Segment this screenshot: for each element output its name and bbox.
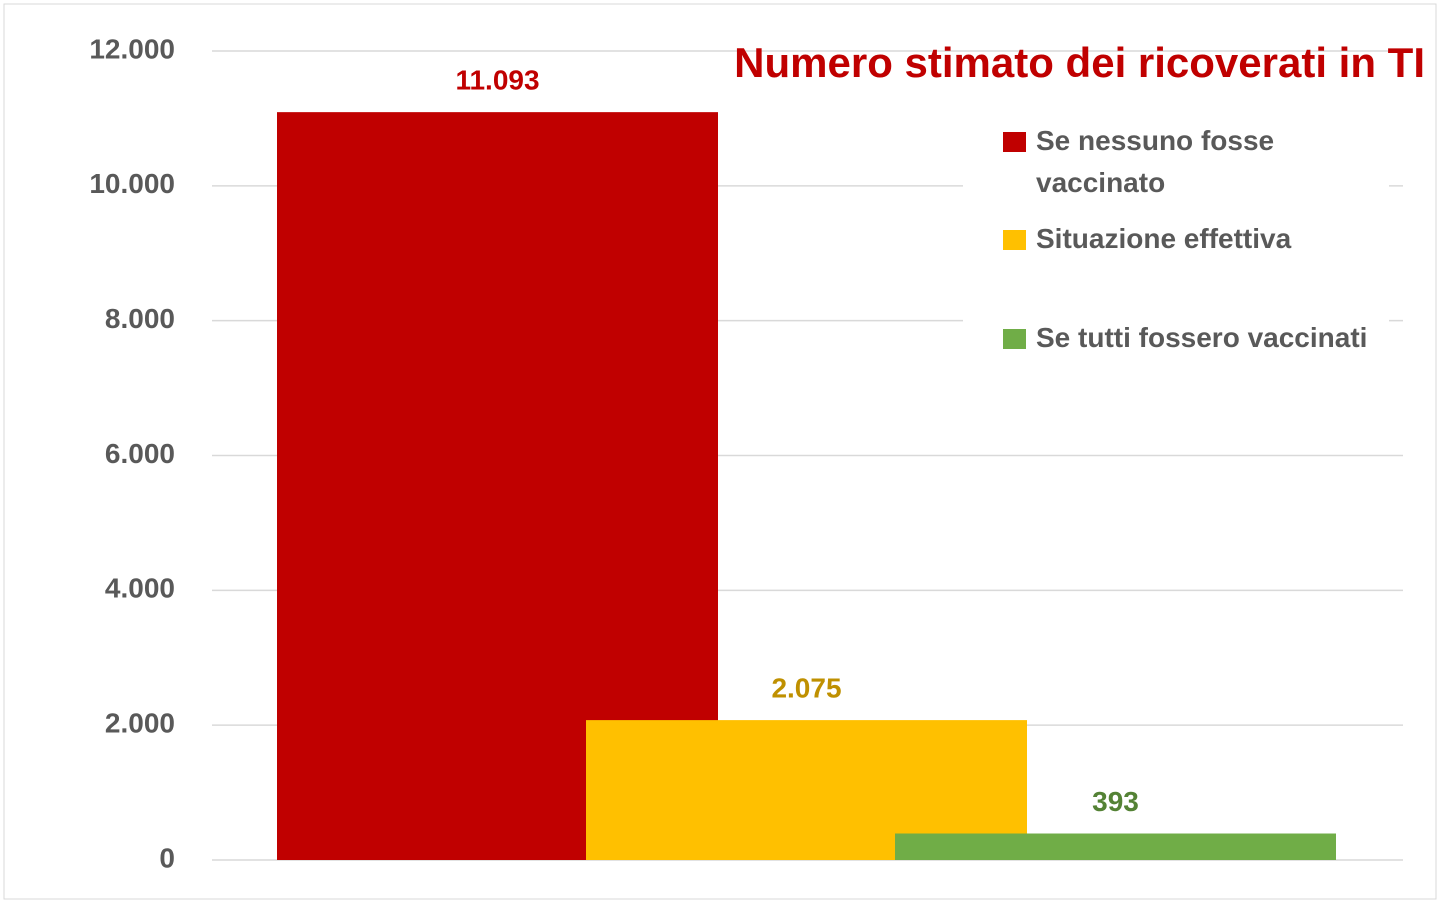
legend-swatch: [1003, 132, 1026, 152]
bar: [895, 833, 1336, 860]
y-tick-label: 12.000: [89, 33, 175, 64]
legend-label: Se nessuno fosse vaccinato: [1036, 125, 1275, 198]
legend-swatch: [1003, 230, 1026, 250]
chart-border: [3, 3, 1437, 900]
plot: [277, 112, 1336, 861]
legend-background: [963, 118, 1389, 408]
y-tick-label: 8.000: [105, 303, 175, 334]
y-tick-label: 10.000: [89, 168, 175, 199]
chart-title: Numero stimato dei ricoverati in TI: [734, 39, 1425, 86]
legend-label: Se tutti fossero vaccinati: [1036, 322, 1368, 353]
legend-item: Situazione effettiva: [1036, 223, 1292, 254]
legend-label: Situazione effettiva: [1036, 223, 1292, 254]
y-tick-label: 6.000: [105, 438, 175, 469]
y-tick-label: 0: [159, 842, 175, 873]
y-tick-label: 2.000: [105, 708, 175, 739]
legend-item: Se tutti fossero vaccinati: [1036, 322, 1368, 353]
y-tick-label: 4.000: [105, 573, 175, 604]
legend-swatch: [1003, 329, 1026, 349]
legend-item: Se nessuno fosse vaccinato: [1036, 125, 1275, 198]
data-label: 11.093: [455, 65, 539, 96]
data-label: 393: [1092, 786, 1139, 817]
data-label: 2.075: [771, 673, 841, 704]
